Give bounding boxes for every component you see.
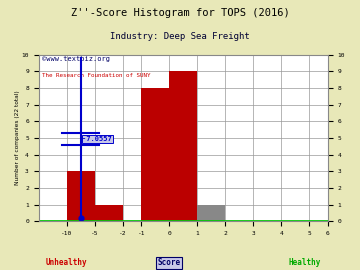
Text: The Research Foundation of SUNY: The Research Foundation of SUNY [41,73,150,78]
Bar [67,171,95,221]
Text: -7.0557: -7.0557 [82,136,112,142]
Bar [95,205,122,221]
Bar [141,88,169,221]
Text: Score: Score [158,258,181,267]
Text: Industry: Deep Sea Freight: Industry: Deep Sea Freight [110,32,250,41]
Bar [169,72,197,221]
Text: Z''-Score Histogram for TOPS (2016): Z''-Score Histogram for TOPS (2016) [71,8,289,18]
Text: ©www.textbiz.org: ©www.textbiz.org [41,56,109,62]
Bar [197,205,225,221]
Text: Unhealthy: Unhealthy [46,258,87,267]
Y-axis label: Number of companies (22 total): Number of companies (22 total) [15,91,20,185]
Text: Healthy: Healthy [288,258,320,267]
